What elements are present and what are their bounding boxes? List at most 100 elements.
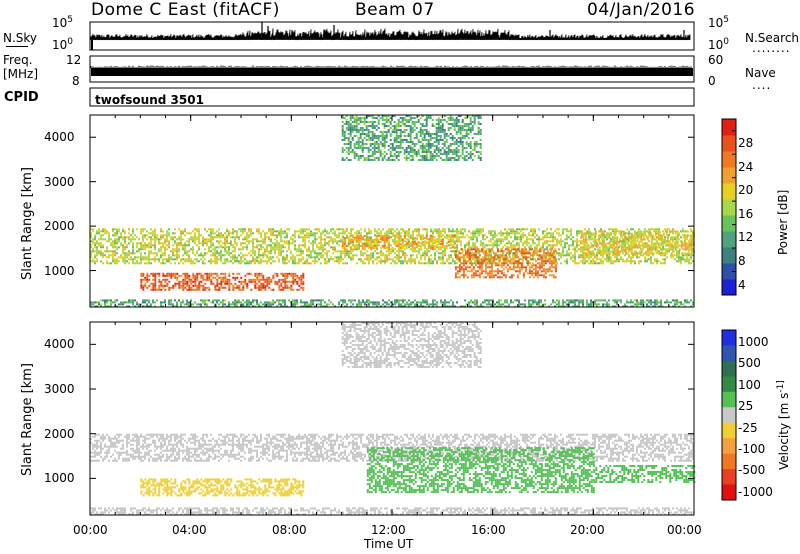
heatmap-cell: [184, 276, 187, 279]
heatmap-cell: [128, 252, 130, 255]
heatmap-cell: [452, 258, 454, 261]
heatmap-cell: [548, 262, 551, 265]
heatmap-cell: [526, 252, 529, 255]
heatmap-cell: [572, 254, 574, 257]
heatmap-cell: [202, 262, 204, 265]
heatmap-cell: [340, 260, 342, 263]
heatmap-cell: [441, 241, 444, 243]
heatmap-cell: [342, 252, 344, 255]
heatmap-cell: [228, 286, 231, 289]
heatmap-cell: [424, 256, 426, 259]
heatmap-cell: [340, 256, 342, 259]
heatmap-cell: [128, 254, 130, 257]
heatmap-cell: [522, 234, 524, 237]
heatmap-cell: [548, 254, 551, 257]
heatmap-cell: [438, 248, 440, 251]
heatmap-cell: [166, 244, 168, 247]
heatmap-cell: [365, 239, 368, 241]
heatmap-cell: [94, 305, 96, 308]
heatmap-cell: [634, 262, 636, 265]
heatmap-cell: [96, 246, 98, 249]
heatmap-cell: [214, 286, 217, 289]
heatmap-cell: [226, 282, 229, 285]
heatmap-cell: [508, 250, 511, 253]
heatmap-cell: [664, 252, 667, 255]
heatmap-cell: [316, 228, 318, 231]
heatmap-cell: [654, 228, 656, 231]
heatmap-cell: [656, 232, 659, 235]
heatmap-cell: [650, 234, 652, 237]
heatmap-cell: [228, 252, 230, 255]
heatmap-cell: [144, 278, 147, 281]
heatmap-cell: [292, 280, 295, 283]
heatmap-cell: [126, 236, 128, 239]
heatmap-cell: [268, 244, 270, 247]
heatmap-cell: [468, 250, 471, 253]
heatmap-cell: [264, 260, 266, 263]
heatmap-cell: [314, 262, 316, 265]
heatmap-cell: [532, 264, 535, 267]
heatmap-cell: [232, 276, 235, 279]
heatmap-cell: [516, 228, 518, 231]
heatmap-cell: [212, 272, 215, 275]
heatmap-cell: [104, 228, 106, 231]
heatmap-cell: [188, 284, 191, 287]
heatmap-cell: [568, 230, 570, 233]
heatmap-cell: [194, 274, 197, 277]
heatmap-cell: [530, 246, 532, 249]
heatmap-cell: [380, 230, 382, 233]
heatmap-cell: [286, 228, 288, 231]
heatmap-cell: [626, 238, 628, 241]
heatmap-cell: [238, 238, 240, 241]
heatmap-cell: [576, 234, 578, 237]
heatmap-cell: [542, 260, 545, 263]
heatmap-cell: [379, 235, 382, 237]
heatmap-cell: [500, 276, 503, 279]
heatmap-cell: [680, 258, 682, 261]
heatmap-cell: [608, 228, 610, 231]
heatmap-cell: [110, 254, 112, 257]
heatmap-cell: [106, 260, 108, 263]
heatmap-cell: [490, 270, 493, 273]
heatmap-cell: [306, 228, 308, 231]
heatmap-cell: [616, 240, 619, 243]
heatmap-cell: [318, 248, 320, 251]
heatmap-cell: [346, 228, 348, 231]
heatmap-cell: [132, 236, 134, 239]
heatmap-cell: [590, 246, 592, 249]
heatmap-cell: [522, 236, 524, 239]
heatmap-cell: [600, 244, 603, 247]
heatmap-cell: [650, 228, 652, 231]
heatmap-cell: [456, 246, 458, 249]
heatmap-cell: [302, 282, 305, 285]
heatmap-cell: [468, 262, 471, 265]
heatmap-cell: [608, 248, 610, 251]
heatmap-cell: [522, 232, 524, 235]
heatmap-cell: [234, 240, 236, 243]
heatmap-cell: [660, 236, 663, 239]
heatmap-cell: [488, 254, 490, 257]
heatmap-cell: [510, 236, 512, 239]
heatmap-cell: [202, 238, 204, 241]
heatmap-cell: [270, 232, 272, 235]
heatmap-cell: [560, 252, 562, 255]
heatmap-cell: [530, 230, 532, 233]
heatmap-cell: [602, 240, 605, 243]
heatmap-cell: [168, 260, 170, 263]
heatmap-cell: [454, 276, 457, 279]
heatmap-cell: [370, 230, 372, 233]
heatmap-cell: [254, 272, 257, 275]
heatmap-cell: [128, 299, 130, 302]
heatmap-cell: [258, 230, 260, 233]
heatmap-cell: [453, 235, 456, 237]
heatmap-cell: [520, 268, 523, 271]
heatmap-cell: [322, 254, 324, 257]
heatmap-cell: [96, 242, 98, 245]
heatmap-cell: [156, 258, 158, 261]
heatmap-cell: [462, 260, 465, 263]
heatmap-cell: [624, 236, 627, 239]
heatmap-cell: [548, 270, 551, 273]
heatmap-cell: [462, 262, 465, 265]
heatmap-cell: [268, 280, 271, 283]
heatmap-cell: [174, 299, 176, 302]
